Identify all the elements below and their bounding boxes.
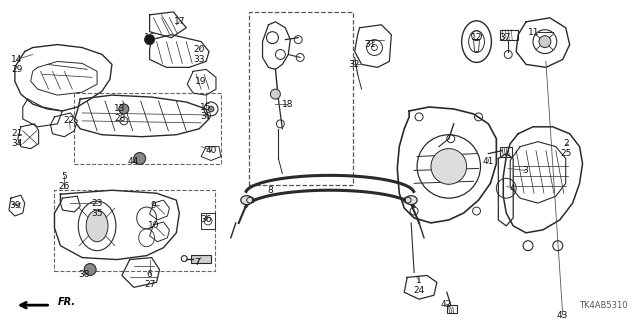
Ellipse shape — [405, 196, 417, 204]
Circle shape — [145, 35, 154, 44]
Text: 24: 24 — [413, 286, 425, 295]
Text: 44: 44 — [127, 157, 138, 166]
Text: 33: 33 — [193, 55, 205, 64]
Text: 11: 11 — [528, 28, 540, 37]
Text: 38: 38 — [79, 270, 90, 279]
Ellipse shape — [241, 196, 253, 204]
Text: 15: 15 — [200, 102, 212, 111]
Bar — [74, 93, 221, 164]
Text: 20: 20 — [193, 45, 205, 54]
Bar — [249, 12, 353, 185]
Text: 36: 36 — [200, 215, 212, 224]
Text: 23: 23 — [92, 199, 103, 208]
Circle shape — [539, 36, 551, 48]
Text: 43: 43 — [557, 310, 568, 320]
Text: 16: 16 — [144, 33, 156, 42]
Text: 34: 34 — [11, 139, 22, 148]
Text: 3: 3 — [522, 166, 528, 175]
Text: 5: 5 — [61, 172, 67, 181]
Circle shape — [271, 89, 280, 99]
Bar — [500, 30, 518, 40]
Circle shape — [431, 148, 467, 184]
Text: 37: 37 — [500, 33, 511, 42]
Circle shape — [84, 264, 96, 276]
Text: 19: 19 — [195, 77, 207, 86]
Text: TK4AB5310: TK4AB5310 — [579, 301, 627, 310]
Text: 4: 4 — [509, 184, 515, 193]
Text: 28: 28 — [114, 114, 125, 124]
Bar — [447, 305, 457, 313]
Text: 17: 17 — [173, 17, 185, 26]
Text: 30: 30 — [200, 112, 212, 121]
Text: 32: 32 — [348, 60, 360, 69]
Text: 26: 26 — [59, 182, 70, 191]
Bar — [191, 255, 211, 262]
Text: 42: 42 — [440, 300, 451, 309]
Text: 10: 10 — [148, 221, 159, 230]
Circle shape — [119, 104, 129, 114]
Text: FR.: FR. — [58, 297, 76, 307]
Text: 21: 21 — [11, 129, 22, 138]
Text: 1: 1 — [416, 276, 422, 285]
Text: 6: 6 — [147, 270, 152, 279]
Bar — [54, 190, 215, 271]
Bar — [201, 213, 215, 229]
Bar — [500, 147, 512, 156]
Text: 14: 14 — [11, 55, 22, 64]
Text: 13: 13 — [114, 105, 125, 114]
Ellipse shape — [86, 210, 108, 242]
Text: 8: 8 — [268, 186, 273, 195]
Text: 29: 29 — [11, 65, 22, 74]
Circle shape — [134, 153, 146, 164]
Text: 2: 2 — [563, 139, 568, 148]
Text: 12: 12 — [471, 33, 482, 42]
Text: 27: 27 — [144, 280, 156, 289]
Text: 40: 40 — [205, 146, 217, 155]
Text: 35: 35 — [92, 209, 103, 218]
Text: 25: 25 — [560, 149, 572, 158]
Text: 9: 9 — [150, 201, 156, 210]
Text: 41: 41 — [483, 157, 494, 166]
Text: 39: 39 — [9, 201, 20, 210]
Text: 7: 7 — [195, 258, 200, 267]
Circle shape — [208, 106, 214, 112]
Text: 31: 31 — [364, 40, 375, 49]
Text: 18: 18 — [282, 100, 293, 108]
Text: 22: 22 — [64, 116, 75, 125]
